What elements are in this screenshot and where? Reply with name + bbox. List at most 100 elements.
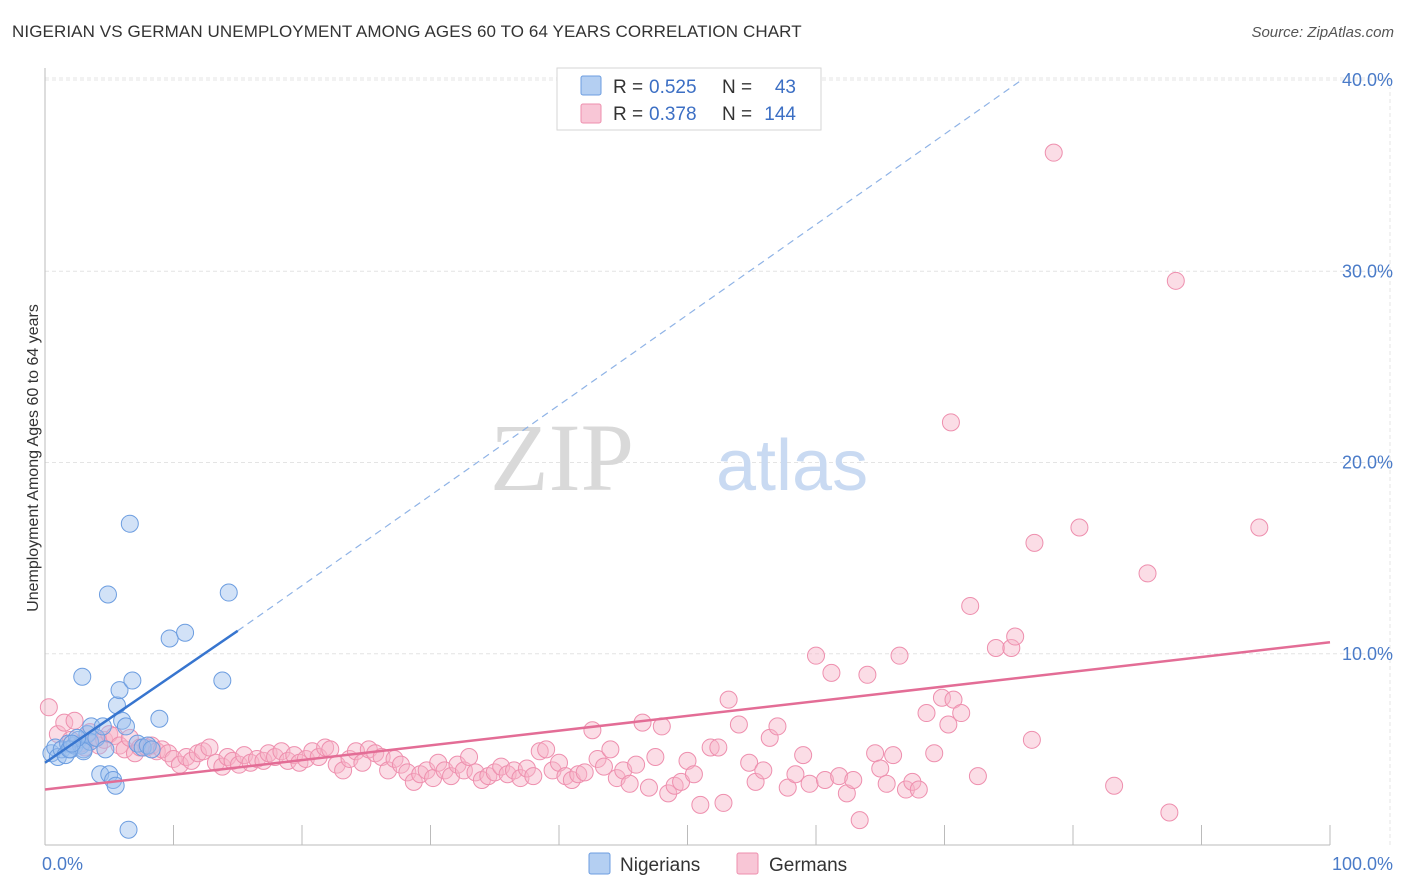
y-tick-label: 20.0% [1342,453,1393,473]
data-point [815,770,834,789]
data-point [200,738,219,757]
x-tick-labels: 0.0% 100.0% [42,854,1393,874]
data-point [778,778,797,797]
legend-r-label: R = [613,77,643,98]
watermark-zip: ZIP [490,404,634,511]
data-point [404,772,423,791]
data-point [1250,518,1269,537]
legend-swatch-germans [580,103,602,124]
data-point [110,681,129,700]
legend-n-value: 144 [764,104,796,125]
data-point [530,742,549,761]
legend-n-value: 43 [775,77,796,98]
data-point [517,759,536,778]
y-tick-label: 30.0% [1342,261,1393,281]
data-point [98,585,117,604]
data-point [830,767,849,786]
data-point [871,759,890,778]
legend-r-label: R = [613,104,643,125]
data-point [858,665,877,684]
data-point [786,765,805,784]
x-tick-label: 0.0% [42,854,83,874]
data-point [850,811,869,830]
data-point [594,757,613,776]
data-point [768,717,787,736]
trend-line-nigerians-extension [237,79,1022,632]
data-point [800,774,819,793]
watermark: ZIP atlas [490,404,868,511]
bottom-legend-label-germans: Germans [769,855,847,876]
data-point [941,413,960,432]
data-point [986,639,1005,658]
data-point [107,696,126,715]
data-point [159,744,178,763]
data-point [932,688,951,707]
data-point [944,690,963,709]
data-point [620,774,639,793]
data-point [925,744,944,763]
data-point [93,717,112,736]
data-point [714,793,733,812]
gridlines [45,77,1391,845]
legend-n-label: N = [722,104,752,125]
data-point [213,671,232,690]
watermark-atlas: atlas [716,426,868,506]
data-point [729,715,748,734]
data-point [588,749,607,768]
data-point [719,690,738,709]
data-point [123,671,142,690]
data-point [794,746,813,765]
data-point [890,646,909,665]
series-nigerians [42,514,238,839]
data-point [701,738,720,757]
data-point [120,514,139,533]
y-tick-labels: 10.0% 20.0% 30.0% 40.0% [1342,70,1393,664]
data-point [909,780,928,799]
data-point [105,726,124,745]
data-point [952,704,971,723]
data-point [1070,518,1089,537]
data-point [537,740,556,759]
data-point [1105,776,1124,795]
data-point [116,717,135,736]
data-point [754,761,773,780]
data-point [334,761,353,780]
data-point [1002,639,1021,658]
data-point [73,667,92,686]
data-point [709,738,728,757]
data-point [684,765,703,784]
data-point [1044,143,1063,162]
data-point [150,709,169,728]
data-point [391,755,410,774]
data-point [160,629,179,648]
data-point [524,767,543,786]
y-tick-label: 10.0% [1342,644,1393,664]
data-point [1166,271,1185,290]
data-point [583,721,602,740]
series-germans [39,143,1269,830]
source-credit: Source: ZipAtlas.com [1251,24,1394,41]
data-point [454,761,473,780]
legend-n-label: N = [722,77,752,98]
y-tick-label: 40.0% [1342,70,1393,90]
y-axis-label: Unemployment Among Ages 60 to 64 years [25,304,42,612]
bottom-legend: Nigerians Germans [588,852,847,876]
data-point [646,748,665,767]
bottom-legend-swatch-germans [736,852,759,875]
data-point [569,765,588,784]
data-point [142,736,161,755]
bottom-legend-swatch-nigerians [588,852,611,875]
data-point [1025,533,1044,552]
data-point [877,774,896,793]
data-point [866,744,885,763]
data-point [182,751,201,770]
trend-line-germans [44,641,1331,791]
data-point [219,583,238,602]
bottom-legend-label-nigerians: Nigerians [620,855,700,876]
data-point [627,755,646,774]
data-point [807,646,825,665]
data-point [65,711,84,730]
legend-box: R = 0.525 N = 43 R = 0.378 N = 144 [556,67,822,131]
legend-r-value: 0.378 [649,104,697,125]
data-point [968,767,987,786]
